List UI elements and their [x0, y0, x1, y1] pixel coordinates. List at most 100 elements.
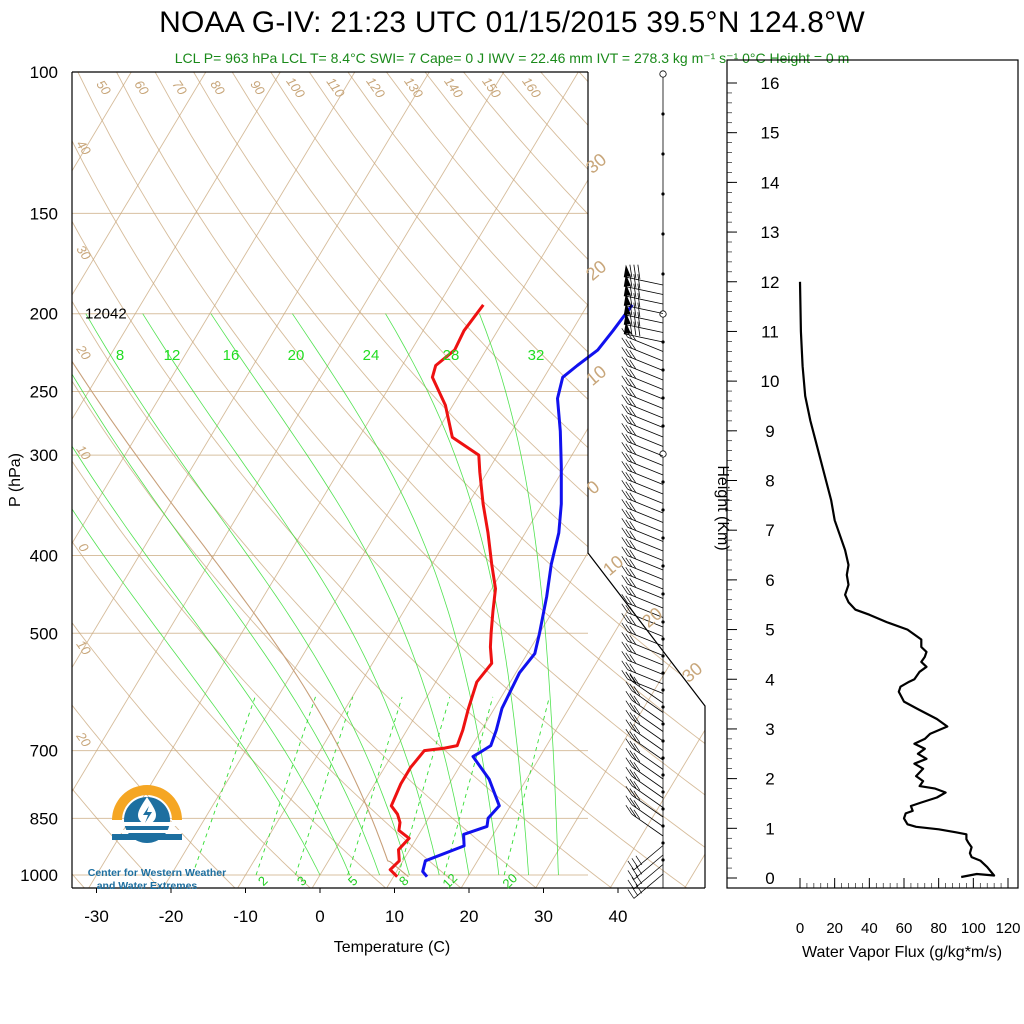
wind-barb-feather	[621, 641, 629, 651]
wind-barb-feather	[629, 312, 633, 326]
wind-barb-feather	[633, 752, 641, 762]
wind-barb-feather	[637, 274, 641, 289]
dry-adiabat-line	[72, 704, 236, 888]
mixing-ratio-line	[295, 696, 354, 876]
isotherm-line	[72, 72, 207, 296]
wind-barb-feather	[629, 769, 637, 779]
wind-barb-feather	[621, 451, 629, 461]
wind-barb-feather	[629, 721, 637, 732]
dry-adiabat-line	[501, 72, 705, 286]
wind-barb-feather	[625, 586, 633, 596]
wind-dot	[661, 688, 665, 692]
wind-barb-shaft	[627, 450, 664, 466]
wind-barb-shaft	[631, 785, 664, 808]
wind-barb-feather	[621, 565, 629, 575]
wind-barb-feather	[625, 500, 633, 510]
wind-barb-shaft	[623, 333, 664, 343]
dry-adiabat-line	[72, 460, 462, 888]
wind-barb-feather	[631, 877, 639, 887]
wind-barb-feather	[625, 767, 633, 777]
wind-barb-feather	[629, 797, 637, 808]
wind-barb-feather	[625, 529, 633, 539]
isotherm-label: 150	[479, 74, 504, 101]
wind-barb-feather	[621, 480, 629, 490]
wind-barb-feather	[637, 312, 641, 327]
x-tick-label: 0	[315, 907, 324, 926]
mixing-ratio-top-label: 16	[223, 347, 240, 364]
x-tick-label: 10	[385, 907, 404, 926]
mixing-ratio-line	[503, 696, 550, 876]
wind-barb-feather	[633, 743, 641, 753]
wind-barb-feather	[629, 683, 637, 694]
wind-barb-feather	[621, 366, 629, 376]
dry-adiabat-label: 30	[73, 242, 94, 263]
wind-barb-feather	[633, 724, 641, 734]
wind-barb-feather	[621, 442, 629, 452]
wind-barb-feather	[629, 625, 637, 635]
wind-barb-feather	[629, 712, 637, 722]
wind-region-mask	[588, 72, 705, 706]
y-tick-label: 150	[30, 204, 58, 223]
wind-barb-feather	[629, 568, 637, 578]
wind-dot	[661, 480, 665, 484]
wind-barb-feather	[629, 274, 633, 288]
mixing-ratio-top-label: 12	[164, 347, 181, 364]
dry-adiabat-label: 10	[73, 637, 94, 658]
wind-barb-feather	[629, 359, 637, 369]
wind-dot	[661, 396, 665, 400]
wind-dot	[661, 824, 665, 828]
isotherm-label: 90	[247, 77, 268, 98]
wind-barb-feather	[627, 870, 635, 880]
wind-barb-flag	[623, 293, 631, 306]
wind-barb-feather	[625, 576, 633, 586]
dry-adiabat-label: 40	[73, 137, 94, 158]
mixing-ratio-line	[191, 696, 256, 876]
wind-barb-feather	[629, 635, 637, 645]
wind-calm-circle	[659, 310, 667, 318]
wind-barb-feather	[629, 778, 637, 789]
wind-barb-feather	[629, 283, 633, 297]
wind-barb-feather	[633, 714, 641, 724]
moist-adiabat-line	[72, 445, 351, 876]
moist-adiabat-line	[292, 313, 500, 876]
wind-dot	[661, 232, 665, 236]
wind-barb-feather	[621, 489, 629, 499]
wind-barb-column	[621, 70, 667, 899]
wind-barb-flag	[623, 274, 631, 287]
wind-barb-feather	[621, 546, 629, 556]
dry-adiabat-line	[72, 540, 387, 888]
wind-barb-feather	[629, 416, 637, 426]
mixing-ratio-top-label: 20	[288, 347, 305, 364]
wind-barb-feather	[629, 759, 637, 770]
dry-adiabat-line	[463, 72, 705, 328]
wind-barb-feather	[625, 434, 633, 444]
right-boundary	[587, 72, 706, 888]
wind-barb-feather	[625, 729, 633, 739]
wind-barb-feather	[633, 733, 641, 743]
isotherm-line	[757, 72, 1024, 892]
wind-barb-shaft	[627, 545, 664, 561]
wind-dot	[661, 773, 665, 777]
wind-barb-feather	[621, 375, 629, 385]
wind-barb-feather	[625, 595, 633, 605]
wind-barb-feather	[633, 800, 641, 810]
skew-t-series	[388, 304, 634, 878]
wind-barb-feather	[633, 781, 641, 791]
wind-barb-feather	[633, 274, 637, 288]
wind-barb-feather	[621, 356, 629, 366]
mixing-ratio-line	[397, 696, 451, 876]
wind-barb-shaft	[627, 574, 664, 590]
wind-barb-flag	[623, 312, 631, 325]
wind-barb-feather	[633, 695, 641, 705]
wind-barb-feather	[625, 386, 633, 396]
wind-barb-feather	[625, 491, 633, 501]
wind-barb-feather	[633, 790, 641, 800]
wind-barb-feather	[629, 445, 637, 455]
wind-barb-shaft	[627, 384, 664, 400]
wind-barb-feather	[629, 302, 633, 316]
wind-barb-feather	[621, 499, 629, 509]
wind-barb-shaft	[627, 669, 664, 685]
isotherm-line	[72, 72, 430, 669]
wind-dot	[661, 790, 665, 794]
x-tick-label: -10	[233, 907, 258, 926]
